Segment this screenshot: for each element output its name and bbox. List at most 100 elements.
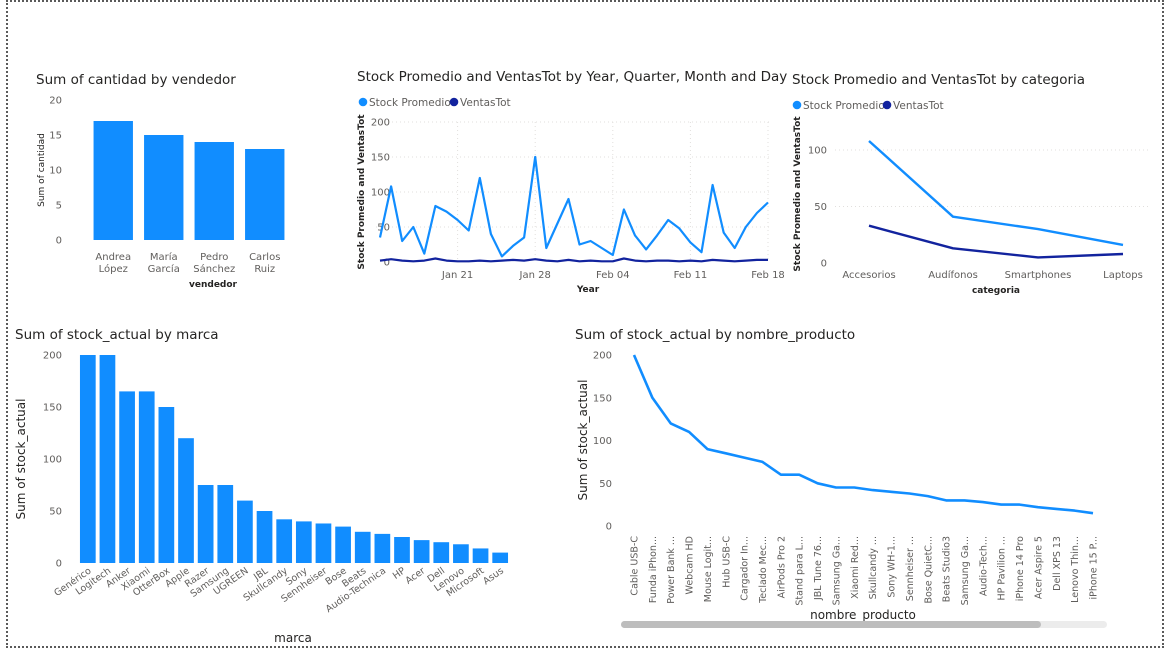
y-tick-label: 150	[593, 393, 612, 404]
series-line	[378, 155, 769, 258]
x-tick-label: Jan 21	[441, 270, 473, 281]
y-tick-label: 150	[43, 403, 62, 414]
report-frame	[6, 0, 1164, 648]
x-tick-label: Laptops	[1103, 270, 1143, 281]
chart-title: Stock Promedio and VentasTot by categori…	[792, 72, 1085, 88]
legend-marker	[792, 100, 802, 110]
bar	[144, 135, 184, 240]
bar	[335, 526, 351, 563]
x-tick-label: Ruiz	[254, 264, 275, 275]
bar	[433, 542, 450, 563]
legend-label: VentasTot	[460, 97, 511, 109]
series-line	[379, 257, 768, 263]
y-tick-label: 200	[371, 118, 390, 129]
y-tick-label: 20	[49, 96, 62, 107]
x-tick-label: Audífonos	[928, 269, 978, 281]
bar	[197, 485, 214, 563]
x-axis-title: marca	[274, 631, 312, 645]
x-tick-label: Accesorios	[842, 270, 895, 281]
y-tick-label: 50	[814, 202, 827, 213]
x-tick-label: Cable USB-C	[630, 536, 641, 596]
y-axis-title: Sum of cantidad	[37, 133, 47, 207]
bar	[93, 121, 133, 240]
y-axis-title: Stock Promedio and VentasTot	[793, 116, 803, 272]
bar	[99, 355, 116, 563]
x-tick-label: Acer Aspire 5	[1033, 536, 1044, 599]
series-line	[868, 140, 1124, 247]
chart-title: Sum of stock_actual by marca	[15, 327, 219, 343]
x-tick-label: Teclado Mec...	[758, 536, 769, 604]
bar	[245, 149, 285, 240]
x-tick-label: Lenovo Thin...	[1070, 536, 1081, 603]
bar	[79, 355, 96, 563]
y-tick-label: 0	[384, 258, 390, 269]
x-tick-label: Beats Studio3	[942, 536, 953, 602]
y-tick-label: 50	[599, 479, 612, 490]
bar	[394, 537, 410, 563]
scrollbar-thumb[interactable]	[621, 621, 1041, 628]
y-tick-label: 150	[371, 153, 390, 164]
x-axis-title: vendedor	[189, 280, 238, 290]
x-tick-label: Feb 11	[674, 270, 708, 281]
x-tick-label: López	[99, 263, 128, 275]
x-tick-label: Pedro	[200, 252, 228, 263]
x-tick-label: Smartphones	[1005, 270, 1072, 281]
chart-title: Sum of stock_actual by nombre_producto	[575, 327, 855, 343]
bar	[119, 391, 135, 563]
x-tick-label: iPhone 14 Pro	[1015, 536, 1026, 601]
bar	[315, 523, 332, 563]
y-tick-label: 50	[377, 223, 390, 234]
y-tick-label: 100	[371, 188, 390, 199]
x-tick-label: AirPods Pro 2	[776, 536, 787, 598]
legend-label: VentasTot	[893, 100, 944, 112]
x-tick-label: García	[148, 263, 180, 275]
x-axis-title: Year	[576, 285, 600, 295]
legend-label: Stock Promedio	[369, 97, 451, 109]
x-tick-label: Webcam HD	[685, 536, 696, 595]
bar	[178, 438, 194, 563]
y-axis-title: Sum of stock_actual	[576, 380, 590, 501]
bar	[354, 531, 371, 563]
x-tick-label: Stand para L...	[795, 536, 806, 606]
x-tick-label: HP Pavilion ...	[997, 536, 1008, 600]
x-tick-label: Bose QuietC...	[923, 536, 934, 604]
y-axis-title: Sum of stock_actual	[14, 399, 28, 520]
bar	[413, 540, 430, 563]
y-tick-label: 5	[56, 201, 62, 212]
x-tick-label: Funda iPhon...	[648, 536, 659, 603]
x-tick-label: iPhone 15 P...	[1089, 536, 1100, 600]
x-tick-label: Jan 28	[519, 270, 551, 281]
x-axis-title: categoria	[972, 286, 1020, 296]
x-tick-label: Samsung Ga...	[831, 536, 842, 605]
x-tick-label: Xiaomi Red...	[850, 536, 861, 599]
y-tick-label: 200	[43, 351, 62, 362]
bar	[138, 391, 155, 563]
chart-title: Stock Promedio and VentasTot by Year, Qu…	[357, 69, 787, 85]
x-tick-label: Feb 04	[596, 270, 630, 281]
x-tick-label: Sennheiser ...	[905, 536, 916, 601]
y-tick-label: 100	[808, 146, 827, 157]
bar	[453, 544, 469, 563]
x-tick-label: Carlos	[249, 252, 280, 263]
x-tick-label: María	[150, 251, 178, 263]
x-tick-label: Cargador In...	[740, 536, 751, 601]
x-tick-label: Andrea	[95, 252, 131, 263]
y-tick-label: 0	[606, 522, 612, 533]
bar	[217, 485, 234, 563]
y-tick-label: 50	[49, 507, 62, 518]
y-tick-label: 10	[49, 166, 62, 177]
y-tick-label: 0	[821, 259, 827, 270]
x-tick-label: Hub USB-C	[721, 536, 732, 588]
x-tick-label: Feb 18	[751, 270, 785, 281]
y-axis-title: Stock Promedio and VentasTot	[357, 114, 367, 270]
bar	[295, 521, 312, 563]
x-tick-label: Sánchez	[193, 263, 235, 275]
legend-marker	[449, 97, 459, 107]
bar	[472, 548, 489, 563]
